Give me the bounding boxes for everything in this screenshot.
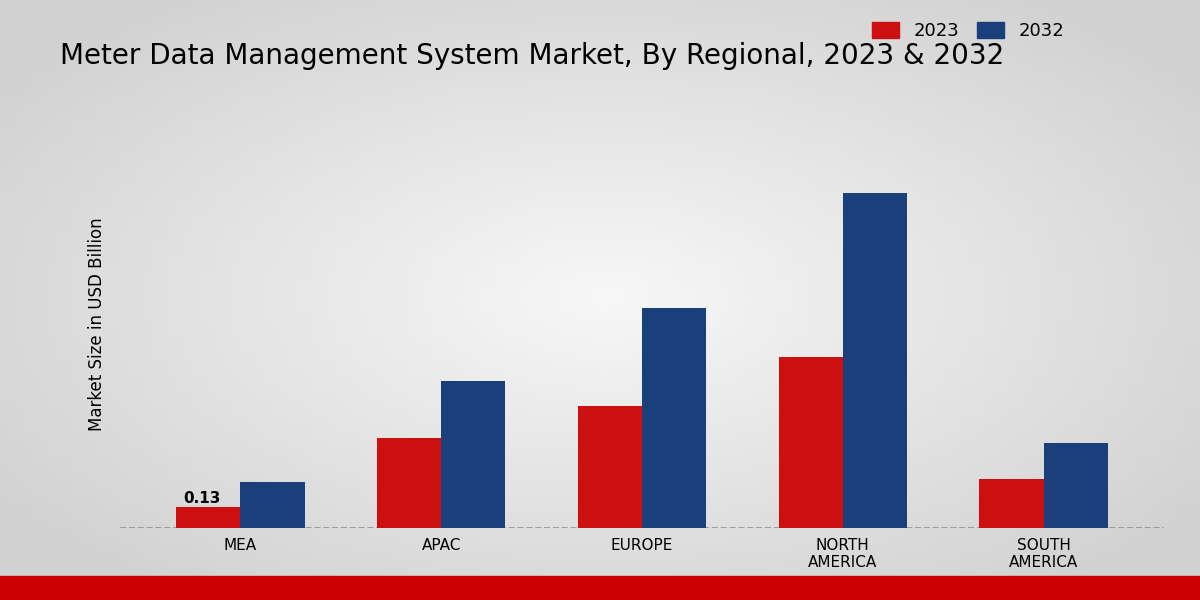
Bar — [577, 406, 642, 528]
Bar — [442, 381, 505, 528]
Y-axis label: Market Size in USD Billion: Market Size in USD Billion — [88, 217, 106, 431]
Text: Meter Data Management System Market, By Regional, 2023 & 2032: Meter Data Management System Market, By … — [60, 42, 1004, 70]
Text: 0.13: 0.13 — [184, 491, 221, 506]
Bar — [176, 507, 240, 528]
Bar — [979, 479, 1044, 528]
Bar — [842, 193, 907, 528]
Bar — [240, 482, 305, 528]
Legend: 2023, 2032: 2023, 2032 — [864, 15, 1072, 47]
Bar — [779, 356, 842, 528]
Bar — [1044, 443, 1108, 528]
Bar — [642, 308, 707, 528]
Bar — [377, 438, 442, 528]
